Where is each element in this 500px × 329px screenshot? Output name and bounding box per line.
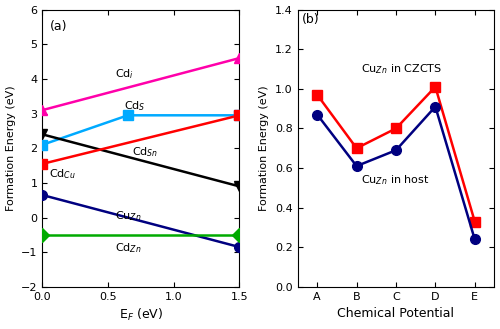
Y-axis label: Formation Energy (eV): Formation Energy (eV): [260, 86, 270, 211]
X-axis label: E$_F$ (eV): E$_F$ (eV): [119, 307, 163, 323]
Y-axis label: Formation Energy (eV): Formation Energy (eV): [6, 86, 16, 211]
Text: Cu$_{Zn}$ in CZCTS: Cu$_{Zn}$ in CZCTS: [360, 62, 442, 76]
X-axis label: Chemical Potential: Chemical Potential: [338, 307, 454, 320]
Text: Cu$_{Zn}$ in host: Cu$_{Zn}$ in host: [360, 173, 429, 187]
Text: (b): (b): [302, 13, 319, 26]
Text: Cd$_S$: Cd$_S$: [124, 99, 146, 113]
Text: Cd$_{Sn}$: Cd$_{Sn}$: [132, 145, 158, 159]
Text: Cd$_{Zn}$: Cd$_{Zn}$: [114, 241, 141, 255]
Text: (a): (a): [50, 20, 68, 33]
Text: Cu$_{Zn}$: Cu$_{Zn}$: [114, 209, 141, 223]
Text: Cd$_{Cu}$: Cd$_{Cu}$: [49, 167, 76, 181]
Text: Cd$_i$: Cd$_i$: [114, 67, 134, 81]
